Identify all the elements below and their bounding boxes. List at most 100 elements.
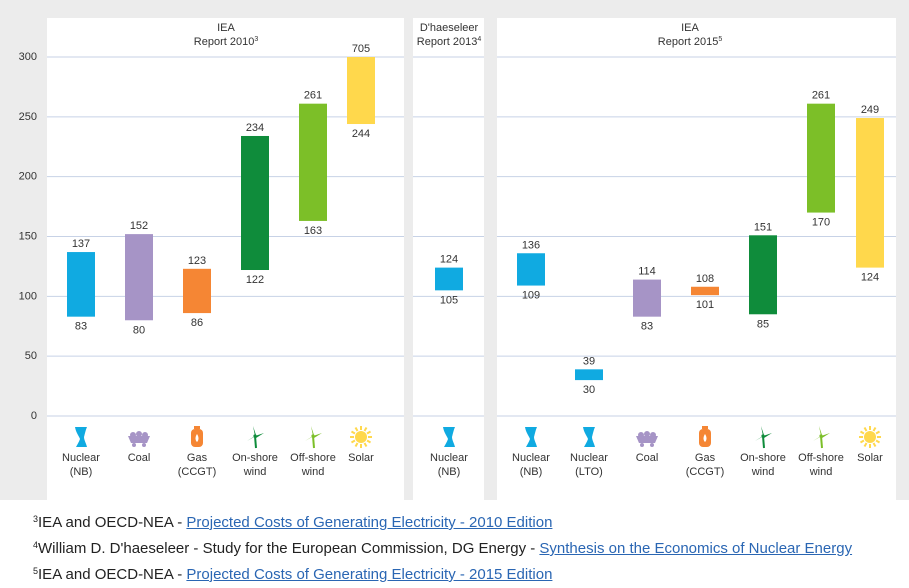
range-bar-solar (347, 57, 375, 125)
group-title-sup: 5 (718, 36, 722, 43)
icon-part (312, 435, 315, 449)
bar-low-label: 122 (246, 274, 264, 286)
icon-part (761, 426, 764, 436)
footnote-3-link[interactable]: Projected Costs of Generating Electricit… (186, 514, 553, 531)
nuclear-plant-icon (525, 427, 537, 447)
icon-part (136, 431, 142, 437)
icon-part (650, 443, 654, 447)
coal-cart-icon (128, 431, 150, 447)
icon-part (583, 427, 595, 447)
icon-part (872, 426, 877, 432)
range-bar-nuclear (575, 369, 603, 381)
category-label-line1: Gas (187, 452, 208, 464)
category-label-line2: (CCGT) (686, 466, 725, 478)
y-tick-label: 200 (19, 171, 37, 183)
icon-part (636, 436, 658, 443)
y-tick-label: 300 (19, 51, 37, 63)
icon-part (311, 434, 315, 438)
footnotes: 3IEA and OECD-NEA - Projected Costs of G… (33, 508, 852, 586)
icon-part (863, 442, 868, 448)
bar-low-label: 109 (522, 290, 540, 302)
icon-part (644, 431, 650, 437)
bar-low-label: 105 (440, 294, 458, 306)
group-title-line2: Report 20155 (658, 36, 723, 48)
icon-part (755, 436, 763, 441)
category-label-line2: wind (751, 466, 775, 478)
sun-icon (350, 426, 372, 448)
range-bar-nuclear (435, 267, 463, 291)
category-label-line2: wind (809, 466, 833, 478)
range-bar-gas (183, 268, 211, 314)
bar-low-label: 80 (133, 324, 145, 336)
nuclear-plant-icon (583, 427, 595, 447)
icon-part (763, 433, 772, 438)
icon-part (247, 436, 255, 441)
bar-low-label: 163 (304, 225, 322, 237)
category-label-line1: Off-shore (798, 452, 844, 464)
wind-turbine-icon (247, 426, 264, 449)
category-label-line1: Off-shore (290, 452, 336, 464)
nuclear-plant-icon (75, 427, 87, 447)
icon-part (354, 442, 359, 448)
footnote-4: 4William D. D'haeseleer - Study for the … (33, 534, 852, 560)
wind-turbine-icon (813, 426, 830, 449)
bar-high-label: 39 (583, 355, 595, 367)
bar-high-label: 261 (812, 90, 830, 102)
bar-high-label: 136 (522, 239, 540, 251)
icon-part (355, 431, 367, 443)
category-label-line1: Solar (857, 452, 883, 464)
bar-high-label: 249 (861, 104, 879, 116)
footnote-5: 5IEA and OECD-NEA - Projected Costs of G… (33, 560, 852, 586)
group-title-line1: IEA (217, 22, 235, 34)
icon-part (366, 430, 372, 435)
range-bar-gas (691, 286, 719, 296)
cost-range-chart: 0 50 100 150 200 250 300 IEA Report 20103 137 83 Nu… (0, 0, 909, 500)
group-title-text: Report 2010 (194, 36, 255, 48)
icon-part (366, 439, 372, 444)
range-bar-coal (633, 279, 661, 317)
y-tick-label: 150 (19, 231, 37, 243)
icon-part (819, 426, 822, 436)
bar-high-label: 705 (352, 43, 370, 55)
category-label-line1: Solar (348, 452, 374, 464)
footnote-4-text: William D. D'haeseleer - Study for the E… (38, 540, 540, 557)
y-tick-label: 100 (19, 290, 37, 302)
y-tick-label: 50 (25, 350, 37, 362)
footnote-3-number: 3 (33, 514, 39, 524)
footnote-4-link[interactable]: Synthesis on the Economics of Nuclear En… (539, 540, 853, 557)
footnote-5-link[interactable]: Projected Costs of Generating Electricit… (186, 566, 553, 583)
gas-cylinder-icon (699, 426, 711, 447)
icon-part (350, 430, 356, 435)
category-label-line2: wind (243, 466, 267, 478)
range-bar-coal (125, 234, 153, 321)
icon-part (253, 434, 257, 438)
range-bar-solar (856, 118, 884, 268)
category-label-line1: Nuclear (570, 452, 608, 464)
gas-cylinder-icon (191, 426, 203, 447)
footnote-4-number: 4 (33, 540, 39, 550)
bar-high-label: 124 (440, 254, 458, 266)
category-label-line1: On-shore (740, 452, 786, 464)
range-bar-offshore (807, 103, 835, 213)
bar-high-label: 123 (188, 255, 206, 267)
icon-part (872, 442, 877, 448)
icon-part (762, 435, 765, 449)
category-label-line1: Nuclear (430, 452, 468, 464)
bar-high-label: 151 (754, 221, 772, 233)
bar-high-label: 108 (696, 273, 714, 285)
icon-part (128, 436, 150, 443)
icon-part (859, 439, 865, 444)
category-label-line1: Nuclear (62, 452, 100, 464)
bar-low-label: 83 (641, 321, 653, 333)
plot-panel-1 (47, 18, 404, 500)
plot-panel-2 (413, 18, 484, 500)
icon-part (875, 430, 881, 435)
range-bar-nuclear (67, 252, 95, 317)
icon-part (863, 426, 868, 432)
category-label-line2: (NB) (438, 466, 461, 478)
group-title-line1: IEA (681, 22, 699, 34)
range-bar-onshore (749, 235, 777, 315)
icon-part (253, 426, 256, 436)
icon-part (761, 434, 765, 438)
icon-part (254, 435, 257, 449)
